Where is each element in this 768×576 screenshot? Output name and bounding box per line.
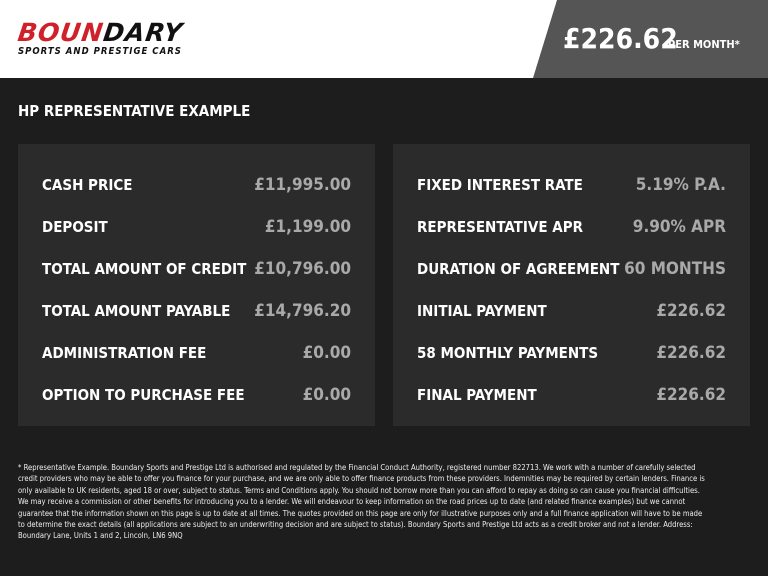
finance-value: £14,796.20 — [254, 301, 351, 321]
finance-value: £0.00 — [302, 343, 351, 363]
finance-row: CASH PRICE £11,995.00 — [42, 164, 351, 206]
finance-row: TOTAL AMOUNT PAYABLE £14,796.20 — [42, 290, 351, 332]
finance-row: INITIAL PAYMENT £226.62 — [417, 290, 726, 332]
finance-panel-right: FIXED INTEREST RATE 5.19% P.A. REPRESENTAT… — [393, 144, 750, 426]
finance-label: 58 MONTHLY PAYMENTS — [417, 344, 599, 362]
finance-label: ADMINISTRATION FEE — [42, 344, 207, 362]
finance-panel-left: CASH PRICE £11,995.00 DEPOSIT £1,199.00 TOTA… — [18, 144, 375, 426]
finance-label: DEPOSIT — [42, 218, 108, 236]
finance-label: REPRESENTATIVE APR — [417, 218, 583, 236]
finance-label: FIXED INTEREST RATE — [417, 176, 583, 194]
finance-label: CASH PRICE — [42, 176, 133, 194]
finance-value: £226.62 — [656, 385, 726, 405]
finance-row: OPTION TO PURCHASE FEE £0.00 — [42, 374, 351, 416]
brand-logo[interactable]: BOUNDARY SPORTS AND PRESTIGE CARS — [16, 18, 185, 57]
finance-row: DURATION OF AGREEMENT 60 MONTHS — [417, 248, 726, 290]
finance-row: ADMINISTRATION FEE £0.00 — [42, 332, 351, 374]
finance-label: TOTAL AMOUNT PAYABLE — [42, 302, 231, 320]
finance-value: £10,796.00 — [254, 259, 351, 279]
finance-value: £0.00 — [302, 385, 351, 405]
finance-label: TOTAL AMOUNT OF CREDIT — [42, 260, 247, 278]
logo-tagline: SPORTS AND PRESTIGE CARS — [18, 46, 182, 57]
per-month-label: PER MONTH* — [668, 38, 740, 51]
finance-row: DEPOSIT £1,199.00 — [42, 206, 351, 248]
finance-value: 60 MONTHS — [624, 259, 726, 279]
monthly-price-box: £226.62 PER MONTH* — [533, 0, 768, 78]
finance-label: INITIAL PAYMENT — [417, 302, 547, 320]
finance-value: 5.19% P.A. — [635, 175, 726, 195]
finance-row: FINAL PAYMENT £226.62 — [417, 374, 726, 416]
finance-label: DURATION OF AGREEMENT — [417, 260, 620, 278]
finance-value: £11,995.00 — [254, 175, 351, 195]
page-title: HP REPRESENTATIVE EXAMPLE — [18, 102, 251, 120]
finance-value: £226.62 — [656, 343, 726, 363]
finance-label: OPTION TO PURCHASE FEE — [42, 386, 245, 404]
finance-value: £226.62 — [656, 301, 726, 321]
finance-row: 58 MONTHLY PAYMENTS £226.62 — [417, 332, 726, 374]
monthly-price: £226.62 — [563, 22, 678, 55]
finance-value: £1,199.00 — [264, 217, 351, 237]
header: BOUNDARY SPORTS AND PRESTIGE CARS £226.6… — [0, 0, 768, 78]
finance-value: 9.90% APR — [632, 217, 726, 237]
logo-wordmark: BOUNDARY — [16, 18, 185, 47]
finance-label: FINAL PAYMENT — [417, 386, 537, 404]
finance-row: FIXED INTEREST RATE 5.19% P.A. — [417, 164, 726, 206]
disclaimer-text: * Representative Example. Boundary Sport… — [18, 463, 705, 541]
finance-row: REPRESENTATIVE APR 9.90% APR — [417, 206, 726, 248]
finance-row: TOTAL AMOUNT OF CREDIT £10,796.00 — [42, 248, 351, 290]
